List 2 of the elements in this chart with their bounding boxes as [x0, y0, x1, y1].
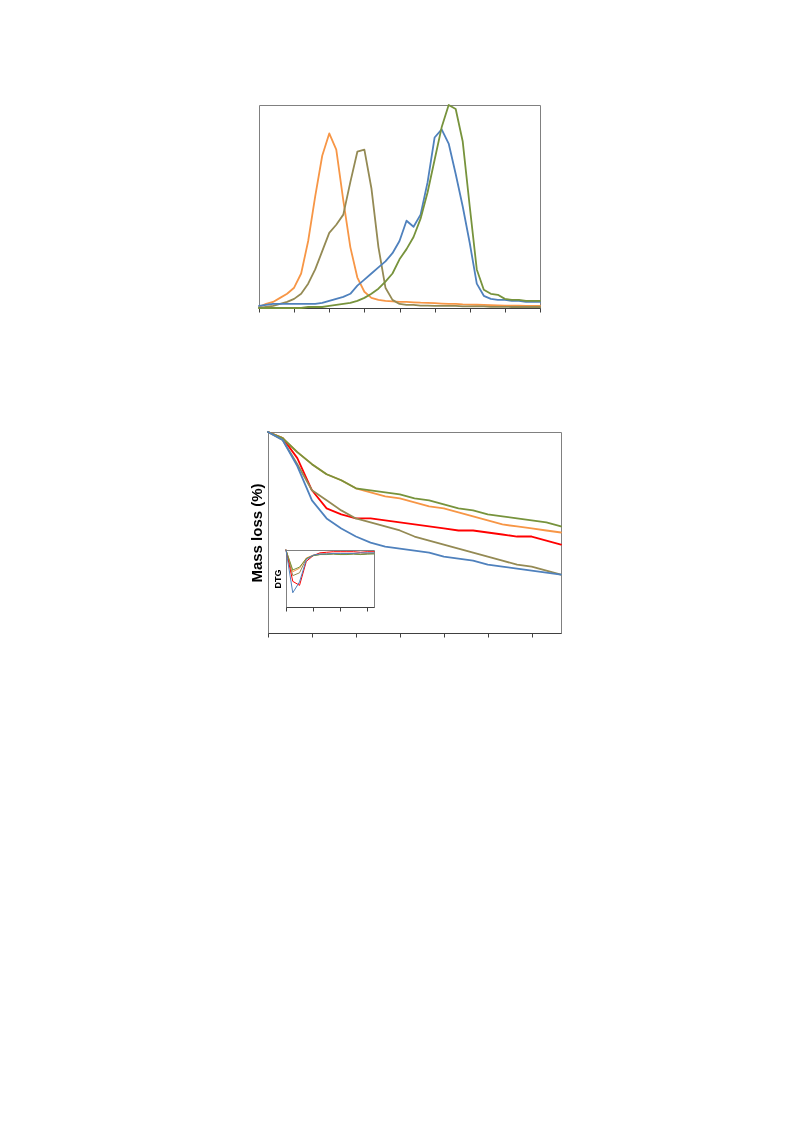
y-axis-title: DTG: [272, 569, 283, 589]
y-axis-title: Mass loss (%): [247, 483, 265, 583]
